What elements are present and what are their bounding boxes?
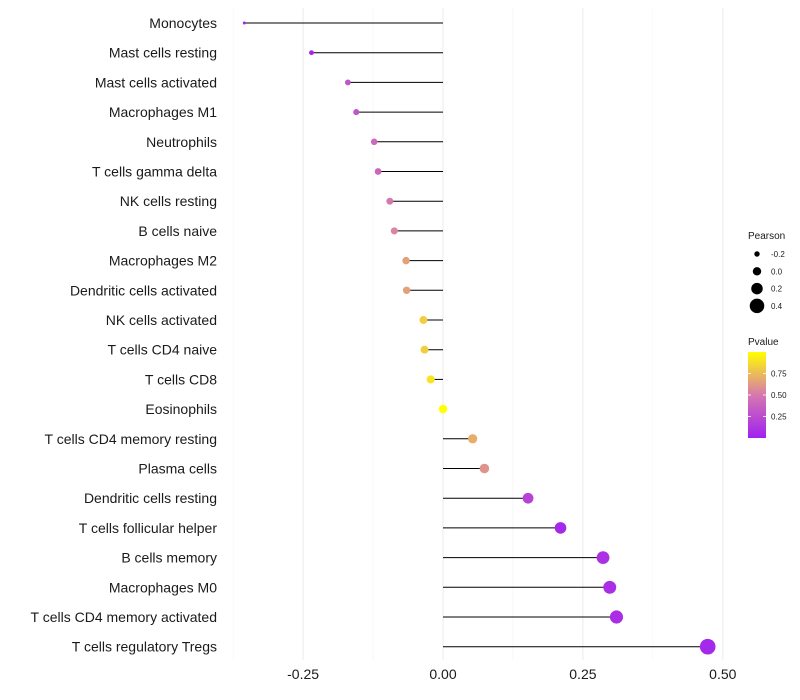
category-labels: Monocytes Mast cells resting Mast cells ac… — [31, 15, 218, 655]
color-legend-label: 0.50 — [771, 391, 787, 400]
color-legend-label: 0.25 — [771, 413, 787, 422]
size-legend-label: 0.0 — [771, 267, 783, 276]
category-label: B cells naive — [138, 223, 217, 239]
category-label: T cells CD4 naive — [108, 342, 218, 358]
category-label: T cells follicular helper — [79, 520, 218, 536]
size-legend-label: -0.2 — [771, 250, 785, 259]
category-label: Macrophages M0 — [109, 579, 217, 595]
size-legend-label: 0.4 — [771, 302, 783, 311]
category-label: Mast cells resting — [109, 45, 217, 61]
size-legend-key — [749, 298, 765, 314]
lollipop-point — [596, 551, 610, 564]
category-label: NK cells activated — [106, 312, 217, 328]
lollipop-point — [386, 197, 394, 205]
lollipop-point — [609, 610, 624, 624]
lollipop-point — [242, 21, 246, 25]
color-legend-label: 0.75 — [771, 370, 787, 379]
plot-panel — [233, 8, 736, 660]
size-legend-key — [754, 251, 760, 257]
pearson-size-legend: Pearson -0.2 0.0 0.2 0.4 — [748, 231, 785, 314]
category-label: T cells regulatory Tregs — [72, 639, 217, 655]
category-label: Dendritic cells resting — [84, 490, 217, 506]
lollipop-point — [309, 50, 314, 56]
category-label: Macrophages M1 — [109, 104, 217, 120]
lollipop-point — [370, 138, 378, 146]
lollipop-point — [419, 316, 428, 324]
lollipop-point — [468, 434, 478, 444]
category-label: T cells CD8 — [145, 371, 217, 387]
color-legend-gradient-bar — [748, 352, 766, 438]
lollipop-points — [242, 21, 716, 655]
category-label: Neutrophils — [146, 134, 217, 150]
plot-grid — [232, 8, 736, 660]
category-label: T cells CD4 memory activated — [31, 609, 217, 625]
lollipop-point — [374, 168, 382, 175]
lollipop-point — [426, 375, 435, 384]
lollipop-point — [522, 492, 534, 504]
x-tick-label: 0.00 — [429, 666, 456, 682]
category-label: NK cells resting — [120, 193, 217, 209]
x-tick-label: 0.25 — [569, 666, 596, 682]
lollipop-point — [402, 256, 410, 265]
x-tick-label: -0.25 — [287, 666, 319, 682]
lollipop-point — [353, 109, 360, 116]
lollipop-point — [479, 463, 490, 474]
size-legend-key — [751, 282, 763, 295]
category-label: T cells gamma delta — [92, 164, 217, 180]
category-label: Eosinophils — [145, 401, 217, 417]
category-label: Dendritic cells activated — [70, 282, 217, 298]
size-legend-title: Pearson — [748, 231, 785, 242]
lollipop-point — [390, 227, 398, 235]
pvalue-color-legend: Pvalue 0.25 0.50 0.75 — [748, 337, 787, 438]
x-tick-label: 0.50 — [709, 666, 736, 682]
lollipop-point — [420, 345, 429, 354]
size-legend-label: 0.2 — [771, 285, 783, 294]
category-label: Monocytes — [149, 15, 217, 31]
lollipop-point — [402, 286, 411, 295]
color-legend-title: Pvalue — [748, 337, 779, 348]
x-axis-tick-labels: -0.25 0.00 0.25 0.50 — [287, 666, 736, 682]
category-label: Mast cells activated — [95, 74, 217, 90]
category-label: Plasma cells — [138, 461, 217, 477]
category-label: Macrophages M2 — [109, 253, 217, 269]
lollipop-segments — [244, 22, 708, 648]
category-label: B cells memory — [121, 550, 217, 566]
lollipop-point — [344, 79, 351, 86]
lollipop-point — [438, 404, 448, 414]
size-legend-key — [752, 267, 762, 276]
lollipop-point — [699, 638, 716, 655]
lollipop-point — [554, 522, 567, 534]
lollipop-point — [603, 580, 617, 594]
category-label: T cells CD4 memory resting — [45, 431, 217, 447]
